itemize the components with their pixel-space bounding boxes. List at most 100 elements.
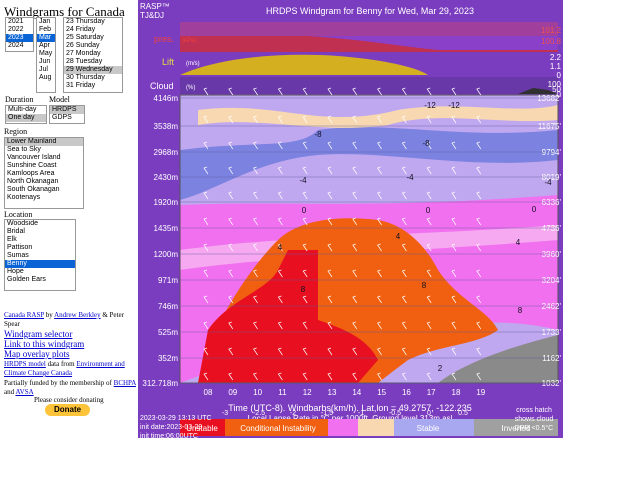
wind-barb [352, 372, 358, 381]
altitude-ft: 3960' [542, 250, 562, 259]
windgram-title: HRDPS Windgram for Benny for Wed, Mar 29… [266, 6, 474, 16]
option[interactable]: Jul [39, 66, 48, 73]
wind-barb [277, 141, 283, 150]
option[interactable]: Sea to Sky [7, 146, 41, 153]
option[interactable]: Kamloops Area [7, 170, 55, 177]
option[interactable]: Sunshine Coast [7, 162, 57, 169]
option[interactable]: 25 Saturday [66, 34, 104, 41]
option[interactable]: 27 Monday [66, 50, 101, 57]
contour-label: -12 [448, 101, 460, 110]
wind-barb [476, 87, 482, 96]
option[interactable]: GDPS [52, 114, 72, 121]
link[interactable]: BCHPA [113, 379, 136, 387]
wind-barb [228, 321, 234, 330]
option[interactable]: South Okanagan [7, 186, 60, 193]
option[interactable]: Sumas [7, 252, 29, 259]
duration-select[interactable]: Multi-day One day [5, 105, 47, 124]
link[interactable]: AVSA [15, 388, 34, 396]
wind-barb [401, 115, 407, 124]
wind-barb [426, 295, 432, 304]
contour-label: -4 [406, 173, 414, 182]
contour-label: 0 [302, 206, 307, 215]
wind-barb [203, 87, 209, 96]
scale-label: 50 [552, 85, 561, 94]
year-list[interactable]: 2021 2022 2023 2024 [5, 17, 34, 52]
wind-barb [401, 321, 407, 330]
link[interactable]: Canada RASP [4, 311, 44, 319]
option[interactable]: 2022 [8, 26, 24, 33]
hour-label: 11 [278, 388, 287, 397]
wind-barb [203, 166, 209, 175]
wind-barb [401, 191, 407, 200]
option[interactable]: 2021 [8, 18, 24, 25]
option[interactable]: 30 Thursday [66, 74, 105, 81]
hour-label: 08 [204, 388, 213, 397]
option[interactable]: 23 Thursday [66, 18, 105, 25]
option[interactable]: 2023 [6, 34, 33, 42]
option[interactable]: HRDPS [50, 106, 84, 114]
duration-label: Duration [5, 95, 34, 104]
contour-label: 4 [396, 232, 401, 241]
option[interactable]: 26 Sunday [66, 42, 100, 49]
altitude-m: 2968m [154, 148, 179, 157]
option[interactable]: Mar [37, 34, 55, 42]
donate-button[interactable]: Donate [45, 404, 90, 416]
option[interactable]: Apr [39, 42, 50, 49]
option[interactable]: 31 Friday [66, 82, 96, 89]
wind-barb [203, 217, 209, 226]
wind-barb [426, 372, 432, 381]
option[interactable]: Bridal [7, 228, 25, 235]
option[interactable]: 2024 [8, 42, 24, 49]
option[interactable]: Multi-day [8, 106, 37, 113]
option[interactable]: Feb [39, 26, 52, 33]
link[interactable]: Map overlay plots [4, 349, 70, 359]
scale-label: 100.8 [541, 37, 562, 46]
wind-barb [451, 295, 457, 304]
wind-barb [253, 191, 258, 200]
altitude-ft: 1733' [542, 328, 562, 337]
option[interactable]: Jun [39, 58, 51, 65]
day-list[interactable]: 23 Thursday 24 Friday 25 Saturday 26 Sunday… [63, 17, 123, 93]
month-list[interactable]: Jan Feb Mar Apr May Jun Jul Aug [36, 17, 56, 93]
altitude-ft: 3204' [542, 276, 562, 285]
option[interactable]: Woodside [7, 220, 39, 227]
link[interactable]: Environment and Climate Change Canada [4, 360, 125, 377]
option[interactable]: Hope [7, 268, 24, 275]
wind-barb [253, 295, 258, 304]
link[interactable]: Link to this windgram [4, 339, 85, 349]
legend-tick: -2 [290, 410, 296, 417]
option[interactable]: Vancouver Island [7, 154, 61, 161]
wind-barb [451, 217, 457, 226]
region-list[interactable]: Lower Mainland Sea to Sky Vancouver Island… [4, 137, 84, 209]
altitude-m: 1435m [154, 224, 179, 233]
wind-barb [476, 321, 482, 330]
link[interactable]: Windgram selector [4, 329, 73, 339]
legend-swatch [394, 419, 474, 436]
wind-barb [426, 243, 432, 252]
option[interactable]: Lower Mainland [5, 138, 83, 146]
legend-tick: -1.5 [321, 410, 333, 417]
option[interactable]: 28 Tuesday [66, 58, 103, 65]
option[interactable]: Benny [5, 260, 75, 268]
option[interactable]: Golden Ears [7, 276, 46, 283]
option[interactable]: Aug [39, 74, 52, 81]
option[interactable]: 29 Wednesday [64, 66, 122, 74]
wind-barb [228, 372, 234, 381]
model-select[interactable]: HRDPS GDPS [49, 105, 85, 124]
wind-barb [228, 141, 234, 150]
option[interactable]: Jan [39, 18, 51, 25]
legend-tick: 0 [427, 410, 431, 417]
option[interactable]: Elk [7, 236, 17, 243]
link[interactable]: HRDPS model [4, 360, 46, 368]
text: Partially funded by the membership of [4, 379, 112, 387]
option[interactable]: May [39, 50, 53, 57]
option[interactable]: One day [6, 114, 46, 122]
link[interactable]: Andrew Berkley [54, 311, 101, 319]
option[interactable]: Pattison [7, 244, 33, 251]
contour-label: 8 [422, 281, 427, 290]
option[interactable]: Kootenays [7, 194, 41, 201]
option[interactable]: 24 Friday [66, 26, 96, 33]
option[interactable]: North Okanagan [7, 178, 59, 185]
wind-barb [426, 321, 432, 330]
location-list[interactable]: Woodside Bridal Elk Pattison Sumas Benny Hope G… [4, 219, 76, 291]
